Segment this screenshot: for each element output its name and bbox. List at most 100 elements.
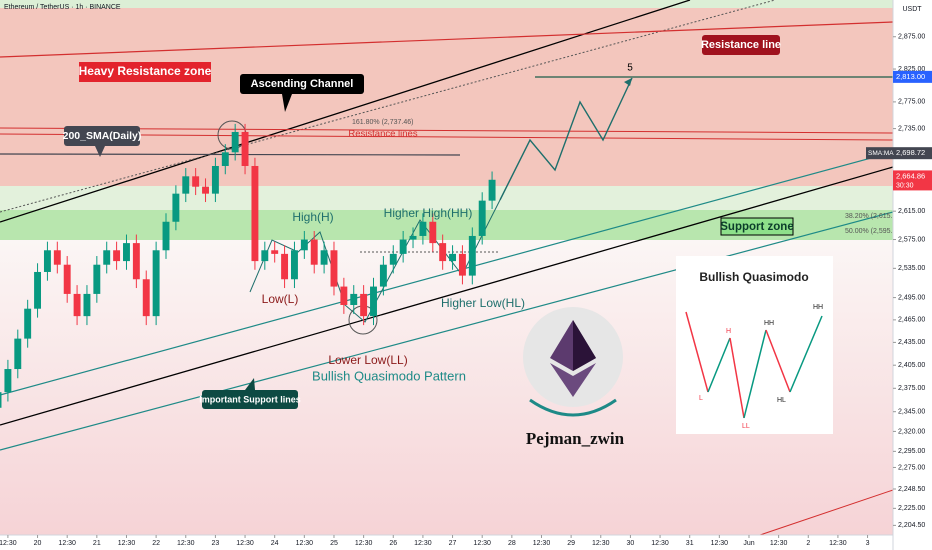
author: Pejman_zwin	[526, 429, 625, 448]
annotation: Support zone	[720, 221, 793, 233]
candle-body	[113, 250, 121, 262]
inset-box	[676, 256, 833, 434]
x-tick-label: 12:30	[592, 540, 610, 547]
resistance-line	[0, 127, 894, 134]
label-box	[720, 217, 794, 236]
x-tick-label: 12:30	[533, 540, 551, 547]
y-tick-label: 2,435.00	[898, 339, 925, 346]
y-tick-label: 2,495.00	[898, 294, 925, 301]
x-tick-label: Jun	[743, 540, 754, 547]
price-badge-label: 2,813.00	[896, 72, 925, 81]
tag-box	[866, 147, 893, 160]
candle-body	[389, 253, 397, 265]
label-box	[202, 390, 298, 409]
x-tick-label: 12:30	[473, 540, 491, 547]
x-tick-label: 12:30	[0, 540, 17, 547]
candle-body	[34, 271, 42, 309]
channel-dotted	[0, 0, 776, 213]
y-tick-label: 2,375.00	[898, 385, 925, 392]
candle-body	[63, 264, 71, 294]
inset-label: LL	[742, 423, 750, 430]
x-tick-label: 12:30	[236, 540, 254, 547]
resistance-line	[0, 133, 894, 141]
label-box	[79, 62, 211, 82]
price-badge	[893, 147, 932, 160]
candle-body	[152, 250, 160, 317]
candle-body	[241, 131, 249, 166]
inset-label: HL	[777, 397, 786, 404]
y-tick-label: 2,575.00	[898, 236, 925, 243]
x-tick-label: 12:30	[829, 540, 847, 547]
x-tick-label: 30	[627, 540, 635, 547]
y-tick-label: 2,875.00	[898, 34, 925, 41]
candle-body	[142, 279, 150, 317]
currency: USDT	[902, 6, 922, 13]
y-tick-label: 2,825.00	[898, 66, 925, 73]
annotation: 38.20% (2,615.86)	[845, 213, 903, 220]
candle-body	[310, 239, 318, 265]
logo: Pejman_zwin	[523, 307, 625, 448]
annotation: Ascending Channel	[251, 78, 354, 90]
x-tick-label: 21	[93, 540, 101, 547]
candle-body	[73, 293, 81, 317]
label-box	[702, 35, 780, 55]
label-pointer	[282, 94, 292, 112]
candle-body	[360, 293, 368, 317]
resistance-line	[0, 21, 894, 58]
candle-body	[488, 179, 496, 201]
channel-upper	[0, 0, 691, 223]
annotation: Higher High(HH)	[384, 206, 473, 220]
candle-body	[53, 250, 61, 265]
x-tick-label: 12:30	[58, 540, 76, 547]
inset-label: HH	[764, 320, 774, 327]
annotation: 5	[627, 63, 633, 74]
inset-title: Bullish Quasimodo	[699, 270, 808, 284]
candle-body	[192, 176, 200, 187]
arrow-head	[624, 78, 632, 86]
annotation: Lower Low(LL)	[328, 353, 407, 367]
candle-body	[83, 293, 91, 317]
projection-path	[499, 77, 633, 201]
candle-body	[379, 264, 387, 287]
y-tick-label: 2,775.00	[898, 99, 925, 106]
y-tick-label: 2,615.00	[898, 208, 925, 215]
annotation: High(H)	[292, 210, 333, 224]
y-tick-label: 2,225.00	[898, 505, 925, 512]
x-tick-label: 2	[806, 540, 810, 547]
candle-body	[202, 186, 209, 194]
countdown: 30:30	[896, 182, 914, 189]
candle-body	[231, 131, 239, 153]
ticks: 2,875.00 2,825.00 2,775.00 2,735.00 2,615.00…	[0, 34, 932, 547]
x-tick-label: 12:30	[414, 540, 432, 547]
x-tick-label: 12:30	[651, 540, 669, 547]
top-strip	[0, 0, 893, 8]
x-tick-label: 12:30	[770, 540, 788, 547]
x-tick-label: 22	[152, 540, 160, 547]
time-axis	[0, 535, 893, 550]
candle-body	[300, 239, 308, 251]
y-tick-label: 2,204.50	[898, 522, 925, 529]
annotation: Low(L)	[262, 292, 299, 306]
sma-line	[0, 153, 461, 156]
annotation: Higher Low(HL)	[441, 296, 525, 310]
y-tick-label: 2,735.00	[898, 125, 925, 132]
annotations: Heavy Resistance zone Ascending Channel …	[63, 35, 903, 409]
leg-down	[765, 329, 791, 393]
candle-body	[14, 338, 22, 370]
candle-body	[468, 235, 476, 276]
candle-body	[251, 165, 259, 262]
leg-down	[729, 337, 745, 419]
header: Ethereum / TetherUS · 1h · BINANCE	[4, 4, 121, 11]
x-tick-label: 12:30	[711, 540, 729, 547]
candle-body	[370, 286, 377, 317]
candle-body	[478, 200, 486, 236]
y-tick-label: 2,465.00	[898, 317, 925, 324]
y-tick-label: 2,320.00	[898, 428, 925, 435]
leg-up	[743, 329, 767, 419]
candle-body	[123, 243, 130, 262]
candle-body	[162, 221, 170, 251]
candle-body	[419, 221, 427, 236]
label-box	[240, 74, 364, 94]
candle-body	[340, 286, 348, 305]
candle-body	[429, 221, 437, 244]
